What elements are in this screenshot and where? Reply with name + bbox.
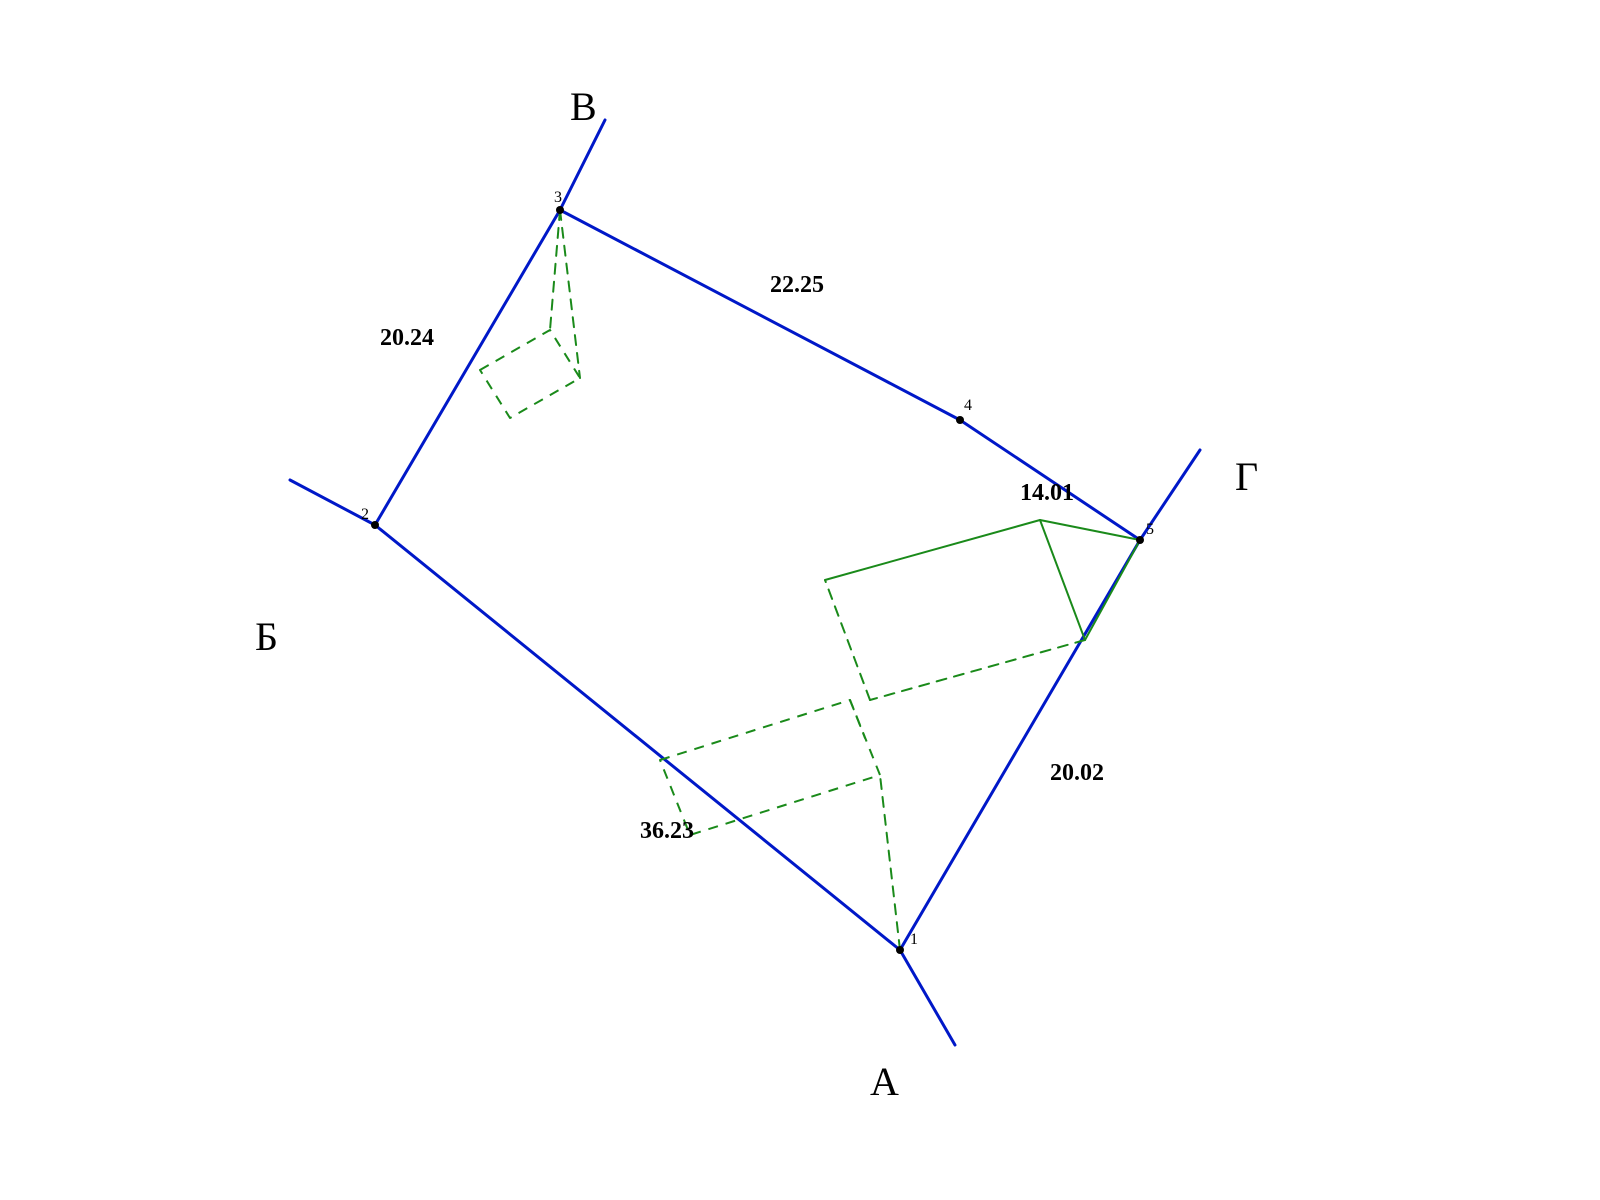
boundary-edge [375,525,900,950]
vertex-label: Б [255,614,278,659]
extension-line [900,950,955,1045]
vertex-label: А [870,1059,899,1104]
detail-connector [850,700,865,738]
survey-diagram: 1 2 3 4 5 А Б В Г 36.23 20.24 22.25 14.01 20.02 [0,0,1600,1200]
detail-connector [880,775,900,950]
boundary-edge [560,210,960,420]
detail-connector [1085,540,1140,640]
detail-connector [560,210,580,378]
survey-point [1136,536,1144,544]
survey-point-label: 5 [1146,521,1154,538]
boundary-edge [900,540,1140,950]
extension-line [560,120,605,210]
survey-point [956,416,964,424]
dimension-label: 22.25 [770,272,824,298]
boundary-edge [375,210,560,525]
detail-box-right-edge [1040,520,1085,640]
vertex-label: В [570,84,597,129]
detail-shapes [480,210,1140,950]
detail-box-top-left [480,330,580,418]
dimension-label: 20.02 [1050,760,1104,786]
survey-point-label: 4 [964,397,972,414]
survey-point-label: 3 [554,189,562,206]
dimension-label: 36.23 [640,818,694,844]
boundary-lines [375,210,1140,950]
survey-point [556,206,564,214]
survey-points: 1 2 3 4 5 [361,189,1154,954]
survey-point [896,946,904,954]
dimension-label: 14.01 [1020,480,1074,506]
survey-point [371,521,379,529]
dimension-labels: 36.23 20.24 22.25 14.01 20.02 [380,272,1104,844]
survey-point-label: 2 [361,506,369,523]
detail-connector [550,210,560,330]
survey-point-label: 1 [910,931,918,948]
detail-box-right-edge [825,520,1040,580]
detail-box-right-edge [825,580,870,700]
detail-box-bottom [660,700,880,835]
vertex-label: Г [1235,454,1258,499]
dimension-label: 20.24 [380,325,434,351]
